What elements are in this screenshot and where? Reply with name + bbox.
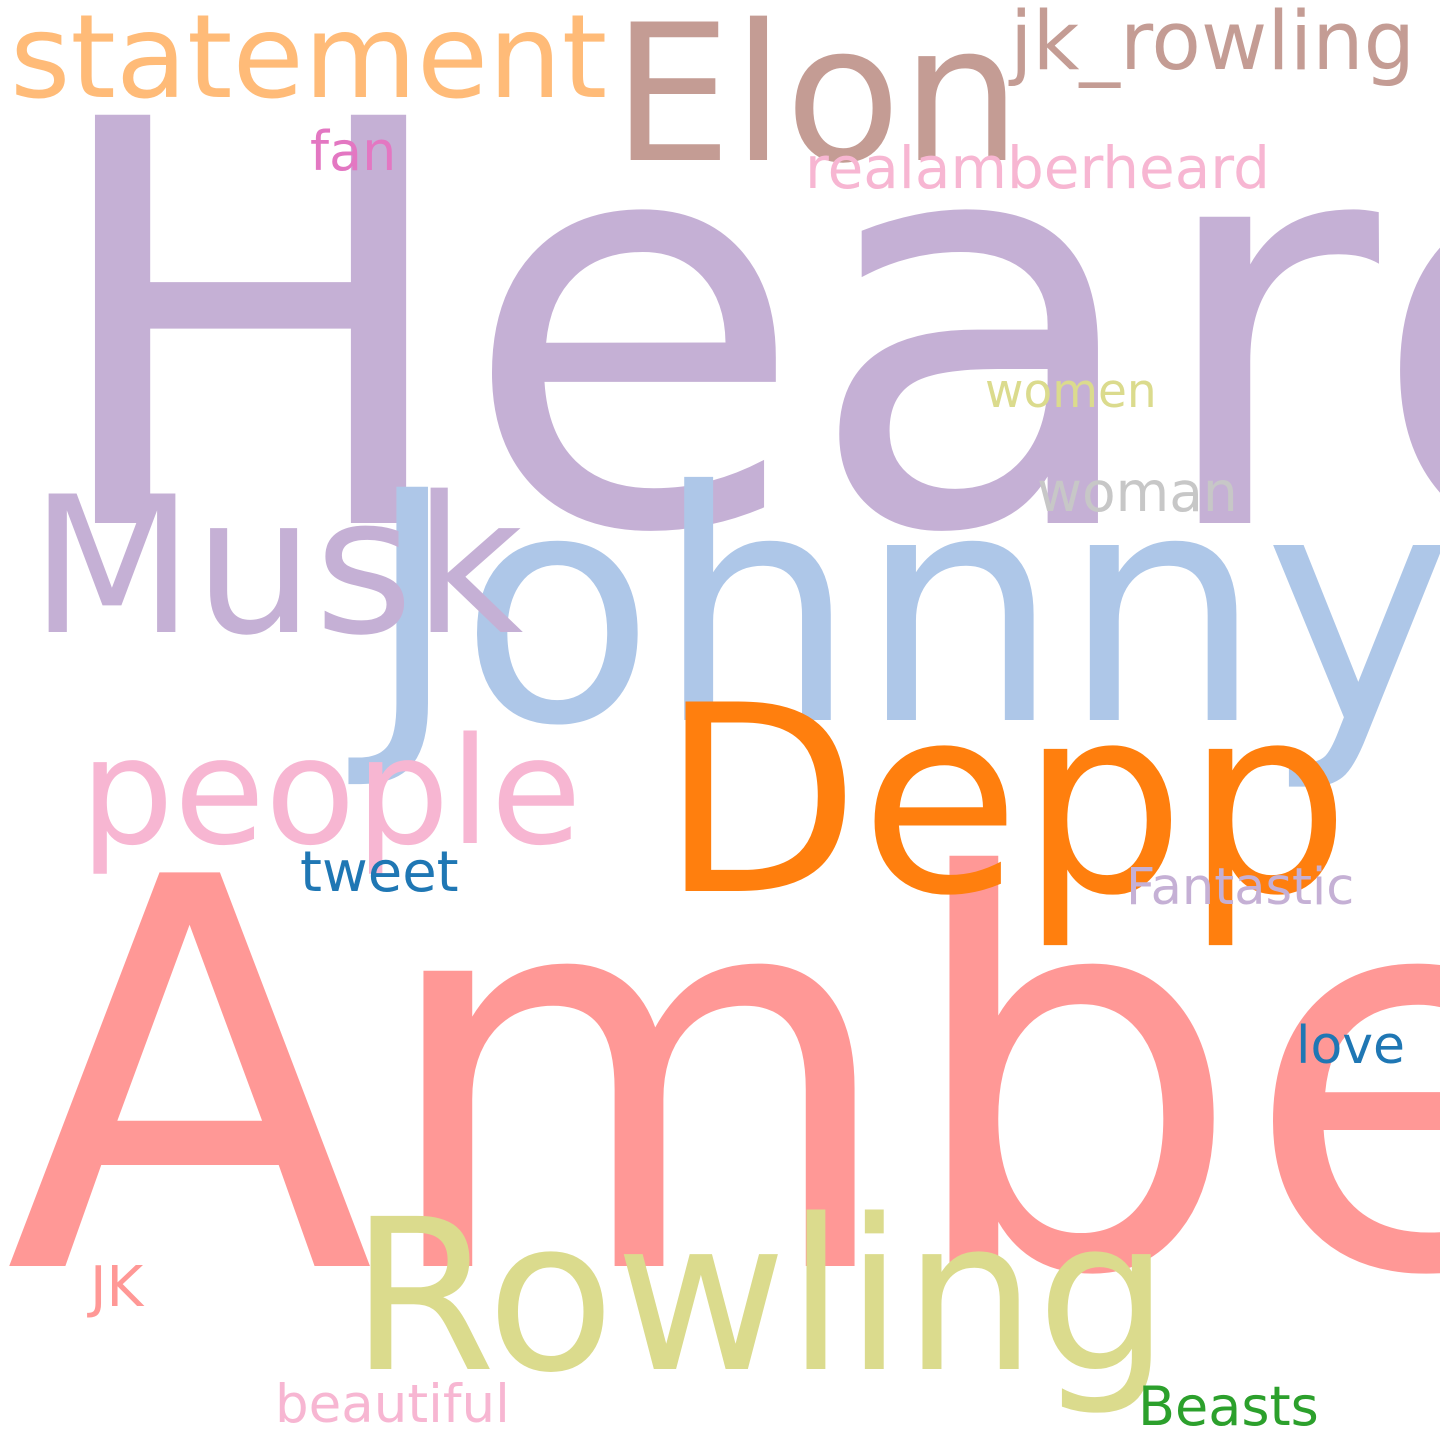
word-woman: woman [1037, 460, 1238, 524]
word-depp: Depp [660, 651, 1351, 953]
word-fan: fan [310, 120, 397, 183]
word-realamberheard: realamberheard [805, 134, 1270, 202]
word-jk-rowling: jk_rowling [1010, 0, 1415, 89]
word-jk: JK [90, 1255, 144, 1320]
word-rowling: Rowling [350, 1174, 1170, 1419]
word-women: women [985, 364, 1157, 419]
word-tweet: tweet [300, 840, 459, 905]
word-beasts: Beasts [1138, 1375, 1319, 1438]
word-elon: Elon [612, 0, 1022, 205]
word-johnny: Johnny [365, 424, 1440, 796]
word-beautiful: beautiful [275, 1374, 510, 1435]
word-heard: Heard [40, 4, 1440, 656]
word-statement: statement [10, 0, 608, 125]
word-love: love [1296, 1016, 1406, 1076]
word-people: people [80, 706, 582, 878]
word-amber: Amber [5, 766, 1440, 1394]
word-fantastic: Fantastic [1126, 858, 1355, 917]
word-musk: Musk [30, 456, 524, 677]
